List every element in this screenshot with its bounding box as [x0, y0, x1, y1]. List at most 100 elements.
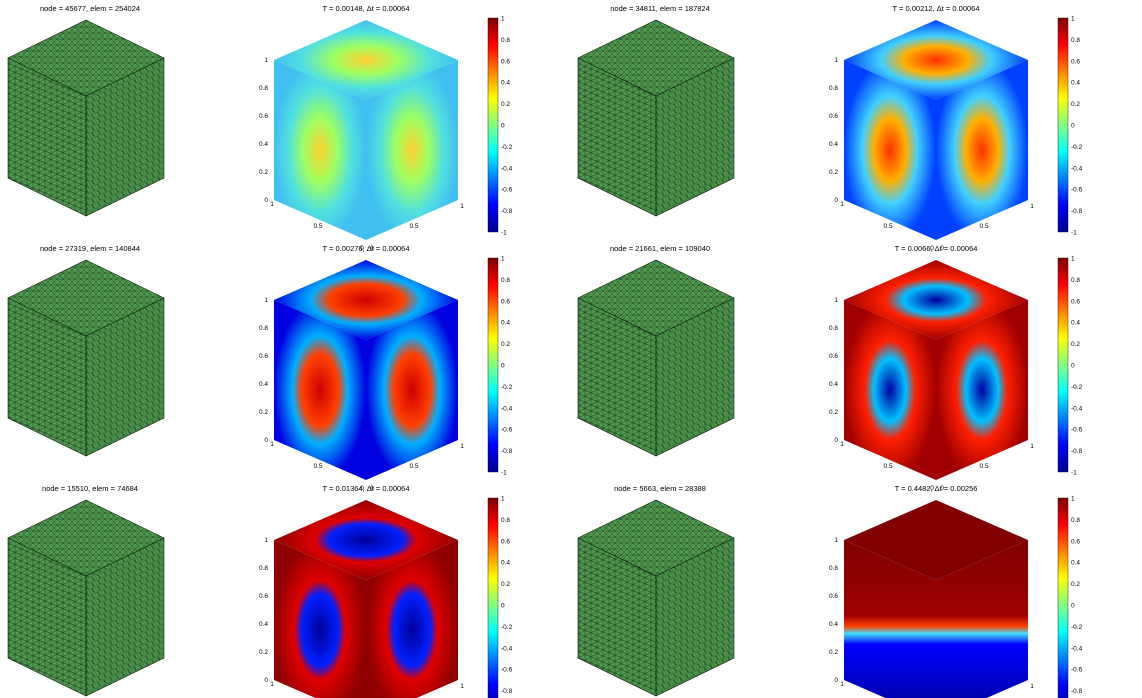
mesh-panel-title: node = 34811, elem = 187824 [610, 4, 710, 13]
colorbar-tick-label: 1 [501, 16, 505, 23]
field-right-face [366, 300, 458, 480]
right-axis-tick-label: 1 [460, 683, 464, 690]
mesh-cube [7, 259, 165, 457]
left-axis-tick-label: 0.5 [883, 463, 892, 470]
colorbar-tick-label: 0.4 [501, 560, 510, 567]
z-tick-label: 0.8 [829, 565, 838, 572]
right-axis-tick-label: 1 [460, 443, 464, 450]
colorbar-tick-label: -0.8 [501, 688, 513, 695]
colorbar-tick-label: 0.2 [1071, 341, 1080, 348]
colorbar-tick-label: -0.4 [501, 405, 513, 412]
colorbar-tick-label: -0.6 [1071, 667, 1083, 674]
colorbar-tick-label: 0 [501, 603, 505, 610]
field-right-face [936, 60, 1028, 240]
z-tick-label: 0.4 [259, 621, 268, 628]
field-panel-title: T = 0.00212, Δt = 0.00064 [892, 4, 980, 13]
z-tick-label: 0.4 [829, 141, 838, 148]
colorbar-tick-label: -1 [501, 470, 507, 477]
colorbar [1057, 17, 1069, 233]
z-tick-label: 0.4 [829, 621, 838, 628]
mesh-right-face [85, 537, 165, 697]
right-axis-tick-label: 1 [460, 203, 464, 210]
mesh-panel-title: node = 15510, elem = 74684 [42, 484, 138, 493]
field-panel-title: T = 0.00276, Δt = 0.00064 [322, 244, 410, 253]
colorbar-tick-label: 0 [1071, 123, 1075, 130]
colorbar-tick-label: 0.2 [501, 101, 510, 108]
colorbar-tick-label: 0.6 [501, 298, 510, 305]
left-axis-tick-label: 0 [360, 245, 364, 252]
left-axis-tick-label: 0 [360, 485, 364, 492]
right-axis-tick-label: 0 [940, 245, 944, 252]
z-tick-label: 1 [834, 297, 838, 304]
colorbar [487, 257, 499, 473]
colorbar-tick-label: 0.4 [1071, 560, 1080, 567]
mesh-right-face [655, 537, 735, 697]
mesh-cube [577, 259, 735, 457]
colorbar-tick-label: -1 [1071, 230, 1077, 237]
colorbar-tick-label: -0.2 [1071, 144, 1083, 151]
left-axis-tick-label: 1 [840, 681, 844, 688]
left-axis-tick-label: 0.5 [313, 463, 322, 470]
right-axis-tick-label: 0.5 [409, 463, 418, 470]
z-tick-label: 0 [264, 677, 268, 684]
colorbar-tick-label: -1 [1071, 470, 1077, 477]
colorbar-tick-label: 0.8 [1071, 37, 1080, 44]
z-tick-label: 0.6 [829, 353, 838, 360]
field-left-face [274, 60, 366, 240]
colorbar-tick-label: -0.4 [501, 645, 513, 652]
mesh-right-face [655, 297, 735, 457]
colorbar-tick-label: -0.2 [1071, 624, 1083, 631]
field-left-face [844, 60, 936, 240]
colorbar-tick-label: 1 [1071, 256, 1075, 263]
z-tick-label: 0.2 [259, 649, 268, 656]
mesh-right-face [85, 57, 165, 217]
colorbar-tick-label: -0.6 [1071, 187, 1083, 194]
colorbar-tick-label: 0.4 [1071, 320, 1080, 327]
field-panel-title: T = 0.4482, Δt = 0.00256 [894, 484, 978, 493]
colorbar-tick-label: -0.4 [501, 165, 513, 172]
right-axis-tick-label: 0 [370, 485, 374, 492]
colorbar-tick-label: -0.8 [501, 208, 513, 215]
z-tick-label: 0.2 [829, 649, 838, 656]
colorbar-tick-label: 0.8 [501, 277, 510, 284]
colorbar-tick-label: -0.2 [501, 384, 513, 391]
colorbar [1057, 257, 1069, 473]
colorbar-tick-label: 0.6 [1071, 58, 1080, 65]
field-cube: 00.20.40.60.8100.5100.5110.80.60.40.20-0… [829, 256, 1083, 493]
mesh-cube [577, 499, 735, 697]
z-tick-label: 0 [264, 197, 268, 204]
mesh-right-face [655, 57, 735, 217]
colorbar-tick-label: -0.6 [501, 667, 513, 674]
colorbar-tick-label: 0.2 [501, 581, 510, 588]
field-cube: 00.20.40.60.8100.5100.5110.80.60.40.20-0… [259, 16, 513, 253]
z-tick-label: 0.6 [259, 113, 268, 120]
colorbar-tick-label: -0.6 [501, 427, 513, 434]
z-tick-label: 0.2 [829, 169, 838, 176]
colorbar-tick-label: 0.6 [501, 538, 510, 545]
colorbar-tick-label: -0.2 [1071, 384, 1083, 391]
right-axis-tick-label: 1 [1030, 203, 1034, 210]
colorbar-tick-label: 0.4 [1071, 80, 1080, 87]
z-tick-label: 0.6 [829, 593, 838, 600]
z-tick-label: 0.6 [259, 353, 268, 360]
left-axis-tick-label: 0.5 [883, 223, 892, 230]
field-left-face [274, 300, 366, 480]
colorbar-tick-label: 0.8 [1071, 517, 1080, 524]
left-axis-tick-label: 0 [930, 485, 934, 492]
z-tick-label: 0.2 [259, 409, 268, 416]
mesh-cube [7, 499, 165, 697]
field-right-face [936, 300, 1028, 480]
right-axis-tick-label: 1 [1030, 683, 1034, 690]
colorbar-tick-label: 0.8 [1071, 277, 1080, 284]
z-tick-label: 0 [834, 677, 838, 684]
z-tick-label: 1 [834, 537, 838, 544]
right-axis-tick-label: 0 [370, 245, 374, 252]
z-tick-label: 0.4 [259, 141, 268, 148]
mesh-panel-title: node = 21661, elem = 109040 [609, 244, 711, 253]
colorbar-tick-label: -0.8 [1071, 688, 1083, 695]
colorbar-tick-label: 0.2 [1071, 101, 1080, 108]
colorbar [487, 497, 499, 698]
colorbar-tick-label: -0.8 [1071, 208, 1083, 215]
left-axis-tick-label: 1 [270, 201, 274, 208]
